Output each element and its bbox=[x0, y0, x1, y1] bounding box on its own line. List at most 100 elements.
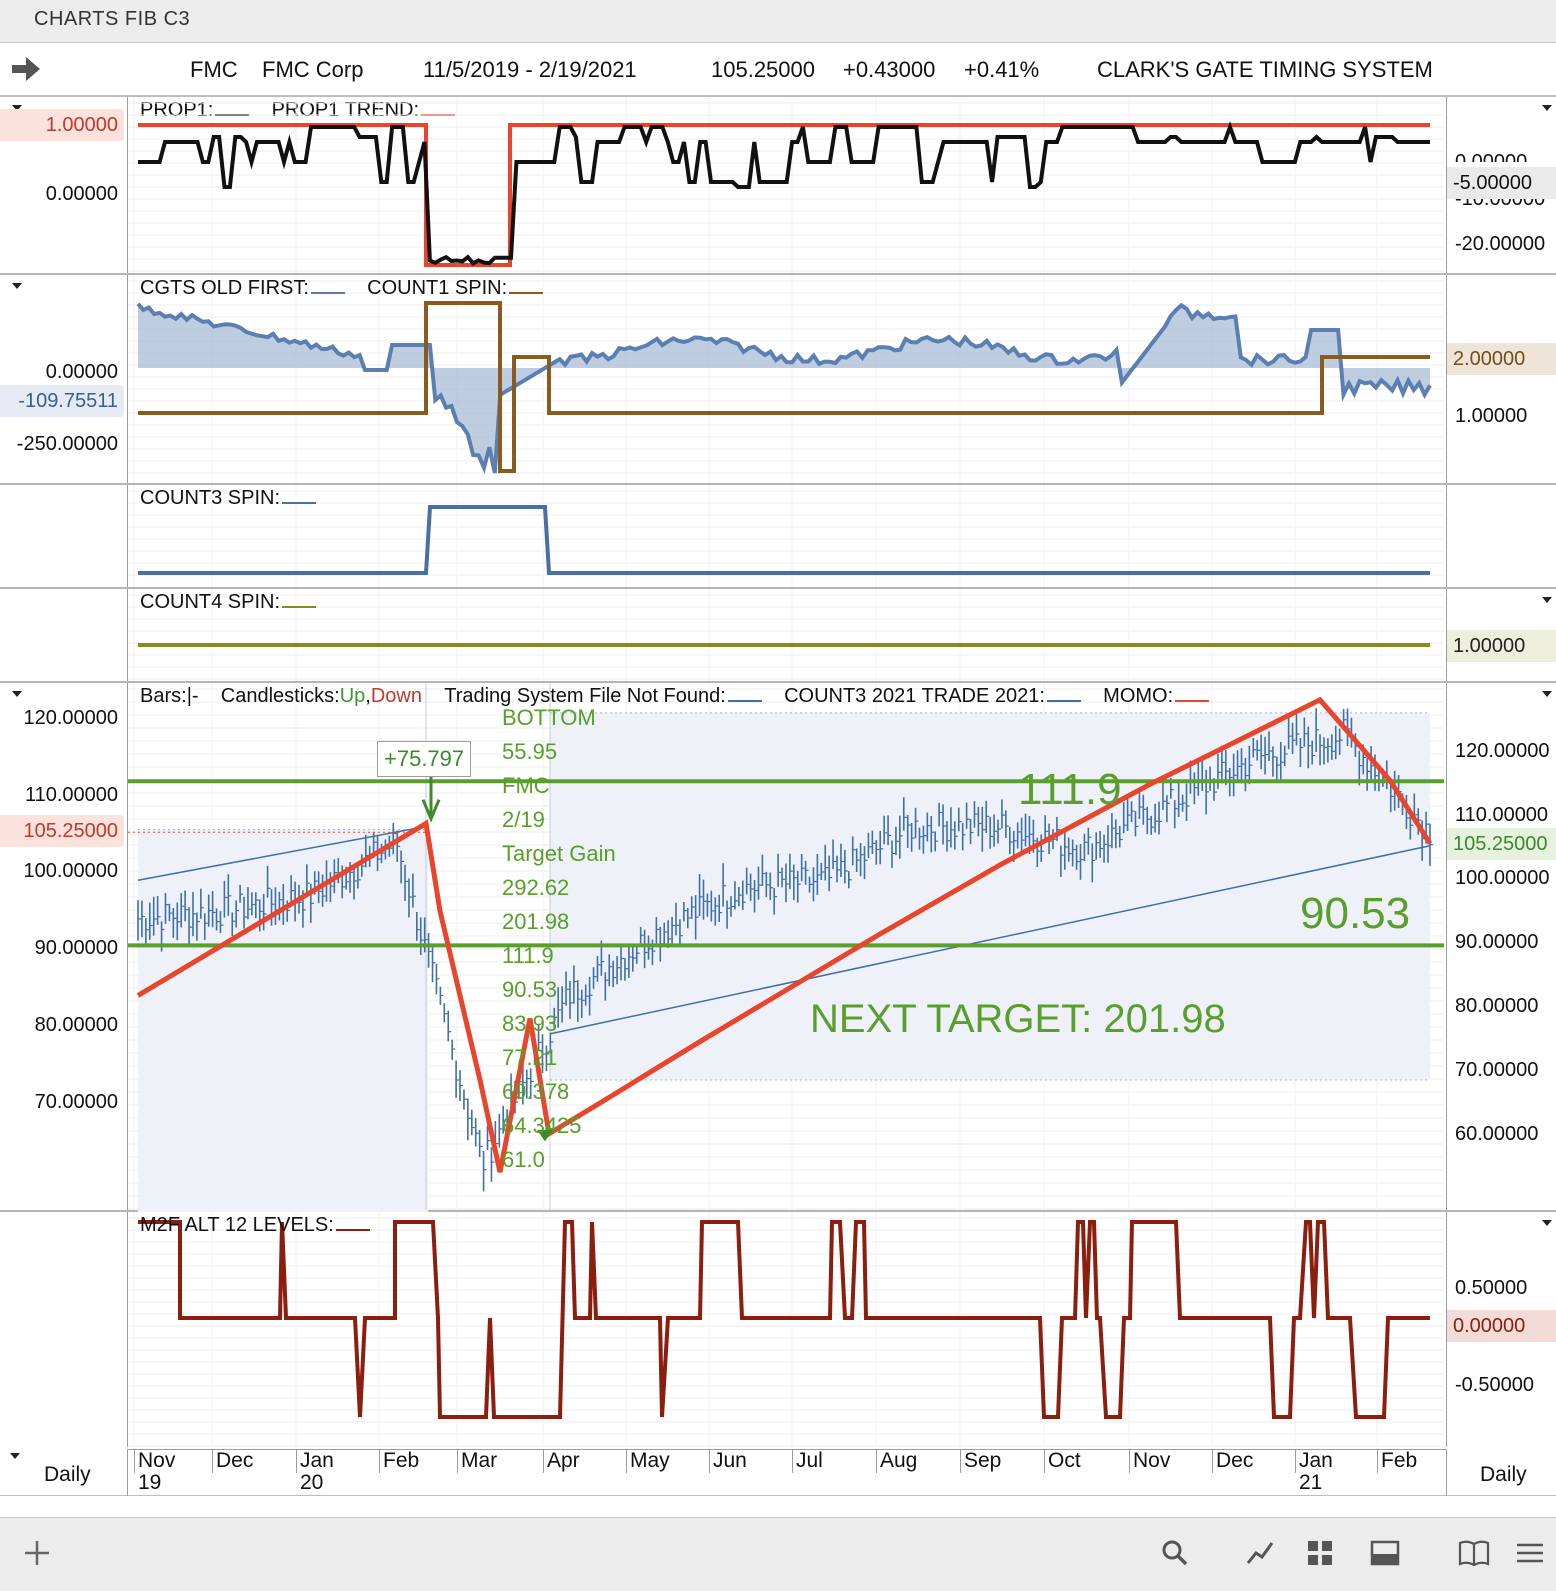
legend-momo: MOMO: bbox=[1103, 685, 1174, 707]
month-tick bbox=[457, 1449, 458, 1473]
menu-icon[interactable] bbox=[1515, 1538, 1545, 1568]
price-y-label: 80.00000 bbox=[34, 1014, 118, 1036]
prop-y-label: 0.00000 bbox=[45, 183, 118, 205]
fib-level-item: FMC bbox=[502, 773, 550, 798]
cgts-value-tag-r: 2.00000 bbox=[1447, 343, 1556, 375]
m2f-value-tag: 0.00000 bbox=[1447, 1310, 1556, 1342]
period-left[interactable]: Daily bbox=[44, 1463, 91, 1486]
cgts-plot bbox=[127, 275, 1447, 483]
price-panel[interactable]: Bars:|- Candlesticks:Up,Down Trading Sys… bbox=[0, 683, 1556, 1219]
price-y-label: 90.00000 bbox=[34, 937, 118, 959]
line-chart-icon[interactable] bbox=[1245, 1538, 1275, 1568]
fib-level-item: 111.9 bbox=[502, 943, 554, 968]
m2f-panel[interactable]: M2F ALT 12 LEVELS: 0.50000 0.00000 -0.50… bbox=[0, 1212, 1556, 1447]
last-price: 105.25000 bbox=[711, 57, 815, 82]
m2f-legend: M2F ALT 12 LEVELS: bbox=[140, 1214, 370, 1237]
prop-value-tag-r: -5.00000 bbox=[1447, 167, 1556, 199]
forward-arrow-icon[interactable] bbox=[10, 49, 50, 89]
month-label: Dec bbox=[216, 1449, 254, 1472]
window-titlebar: CHARTS FIB C3 bbox=[0, 0, 1556, 43]
legend-count4: COUNT4 SPIN: bbox=[140, 591, 281, 613]
month-tick bbox=[876, 1449, 877, 1473]
price-legend: Bars:|- Candlesticks:Up,Down Trading Sys… bbox=[140, 685, 1210, 708]
cgts-legend: CGTS OLD FIRST: COUNT1 SPIN: bbox=[140, 277, 544, 300]
cgts-value-tag: -109.75511 bbox=[0, 385, 124, 417]
year-label: 21 bbox=[1299, 1471, 1323, 1494]
month-strip bbox=[127, 1449, 1447, 1496]
count3-spin-line bbox=[138, 505, 1430, 575]
panel-menu-icon[interactable] bbox=[1542, 105, 1552, 111]
year-label: 20 bbox=[300, 1471, 324, 1494]
legend-trading-system: Trading System File Not Found: bbox=[444, 685, 726, 707]
prop-panel[interactable]: PROP1: PROP1 TREND: 1.00000 0.00000 0.00… bbox=[0, 97, 1556, 275]
count3-plot bbox=[127, 485, 1447, 587]
month-label: Jul bbox=[796, 1449, 823, 1472]
month-label: Feb bbox=[1381, 1449, 1418, 1472]
panel-menu-icon[interactable] bbox=[12, 691, 22, 697]
month-tick bbox=[379, 1449, 380, 1473]
fib-level-item: 2/19 bbox=[502, 807, 545, 832]
fib-level-item: 292.62 bbox=[502, 875, 570, 900]
grid-icon[interactable] bbox=[1305, 1538, 1335, 1568]
time-axis[interactable]: Daily Daily Nov Dec Jan Feb Mar Apr May Jun Jul A… bbox=[0, 1449, 1556, 1496]
price-change: +0.43000 bbox=[843, 57, 936, 82]
count1-spin-line bbox=[138, 301, 1430, 473]
period-menu-icon[interactable] bbox=[10, 1453, 20, 1459]
count4-panel[interactable]: COUNT4 SPIN: 1.00000 bbox=[0, 589, 1556, 683]
prop1-line bbox=[138, 121, 1430, 266]
count4-value-tag: 1.00000 bbox=[1447, 630, 1556, 662]
cgts-y-label: -250.00000 bbox=[16, 433, 118, 455]
month-label: Aug bbox=[880, 1449, 918, 1472]
panel-menu-icon[interactable] bbox=[1542, 597, 1552, 603]
count4-plot bbox=[127, 589, 1447, 681]
panel-menu-icon[interactable] bbox=[1542, 1220, 1552, 1226]
cgts-y-label-r: 1.00000 bbox=[1455, 405, 1528, 427]
month-label: Dec bbox=[1216, 1449, 1254, 1472]
month-label: Sep bbox=[964, 1449, 1002, 1472]
company-name: FMC Corp bbox=[262, 57, 364, 82]
fib-level-item: Target Gain bbox=[502, 841, 616, 866]
shaded-region bbox=[550, 712, 1430, 1080]
month-label: Jun bbox=[713, 1449, 747, 1472]
price-y-label: 110.00000 bbox=[24, 784, 118, 806]
month-tick bbox=[1377, 1449, 1378, 1473]
count3-panel[interactable]: COUNT3 SPIN: bbox=[0, 485, 1556, 589]
month-label: Nov bbox=[138, 1449, 176, 1472]
add-icon[interactable] bbox=[22, 1538, 52, 1568]
price-y-label: 70.00000 bbox=[34, 1091, 118, 1113]
legend-candles: Candlesticks: bbox=[220, 685, 340, 707]
legend-up: Up bbox=[339, 685, 366, 707]
month-tick bbox=[212, 1449, 213, 1473]
cgts-panel[interactable]: CGTS OLD FIRST: COUNT1 SPIN: 0.00000 -10… bbox=[0, 275, 1556, 485]
month-label: Apr bbox=[547, 1449, 580, 1472]
legend-bars-symbol: |- bbox=[186, 685, 199, 707]
legend-comma: , bbox=[365, 685, 371, 707]
search-icon[interactable] bbox=[1160, 1538, 1190, 1568]
level-high-label: 111.9 bbox=[1018, 765, 1122, 814]
book-icon[interactable] bbox=[1458, 1538, 1490, 1568]
symbol: FMC bbox=[190, 57, 238, 82]
price-y-label-r: 120.00000 bbox=[1455, 740, 1550, 762]
month-label: Feb bbox=[383, 1449, 420, 1472]
panel-menu-icon[interactable] bbox=[12, 283, 22, 289]
price-y-label-r: 60.00000 bbox=[1455, 1123, 1539, 1145]
legend-count3-trade: COUNT3 2021 TRADE 2021: bbox=[784, 685, 1045, 707]
bottom-toolbar bbox=[0, 1517, 1556, 1591]
panel-menu-icon[interactable] bbox=[12, 105, 22, 111]
fib-level-item: 90.53 bbox=[502, 977, 558, 1002]
fib-level-item: 69.378 bbox=[502, 1079, 570, 1104]
prop-y-label-r: -20.00000 bbox=[1455, 233, 1546, 255]
cgts-chart bbox=[128, 275, 1444, 483]
panel-menu-icon[interactable] bbox=[1542, 691, 1552, 697]
m2f-y-label-r: 0.50000 bbox=[1455, 1277, 1528, 1299]
fib-level-item: BOTTOM bbox=[502, 705, 596, 730]
m2f-y-label-r: -0.50000 bbox=[1455, 1374, 1534, 1396]
fib-level-item: 64.3425 bbox=[502, 1113, 582, 1138]
m2f-plot bbox=[127, 1212, 1447, 1447]
panel-layout-icon[interactable] bbox=[1370, 1538, 1400, 1568]
fib-level-item: 77.21 bbox=[502, 1045, 558, 1070]
month-tick bbox=[792, 1449, 793, 1473]
period-right[interactable]: Daily bbox=[1480, 1463, 1527, 1486]
date-range: 11/5/2019 - 2/19/2021 bbox=[423, 57, 637, 82]
fib-level-item: 201.98 bbox=[502, 909, 570, 934]
